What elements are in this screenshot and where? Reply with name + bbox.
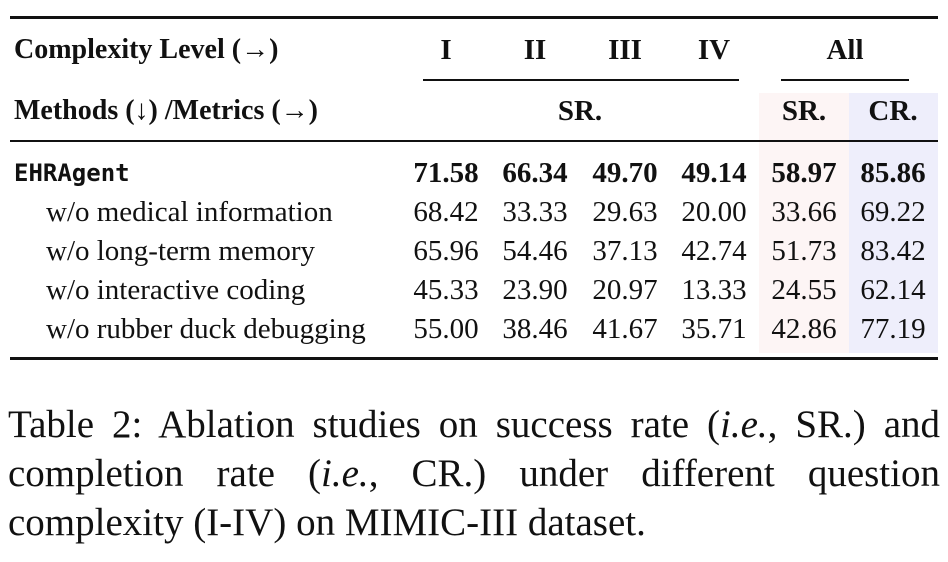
levels-metric-header: SR. bbox=[557, 95, 603, 127]
table-cell: 24.55 bbox=[771, 274, 837, 306]
table-cell: 65.96 bbox=[413, 235, 479, 267]
all-sr-header: SR. bbox=[781, 95, 827, 127]
table-cell: 58.97 bbox=[771, 157, 837, 189]
table-cell: 85.86 bbox=[860, 157, 926, 189]
table-cell: 42.86 bbox=[771, 313, 837, 345]
table-cell: 51.73 bbox=[771, 235, 837, 267]
all-cr-header: CR. bbox=[868, 95, 918, 127]
levels-underline bbox=[423, 79, 739, 81]
table-cell: 29.63 bbox=[592, 196, 658, 228]
table-cell: 38.46 bbox=[502, 313, 568, 345]
table-cell: 13.33 bbox=[681, 274, 747, 306]
all-underline bbox=[781, 79, 909, 81]
header-rule bbox=[10, 140, 938, 142]
table-cell: 77.19 bbox=[860, 313, 926, 345]
table-cell: 33.33 bbox=[502, 196, 568, 228]
method-name-main: EHRAgent bbox=[14, 159, 130, 187]
level-ii-header: II bbox=[523, 34, 547, 66]
table-cell: 66.34 bbox=[502, 157, 568, 189]
table-cell: 49.14 bbox=[681, 157, 747, 189]
level-i-header: I bbox=[440, 34, 452, 66]
sr-column-highlight bbox=[759, 93, 849, 353]
table-cell: 20.00 bbox=[681, 196, 747, 228]
method-name-ablation: w/o medical information bbox=[46, 196, 333, 228]
cr-column-highlight bbox=[849, 93, 938, 353]
methods-metrics-label: Methods (↓) /Metrics (→) bbox=[14, 95, 319, 126]
table-cell: 23.90 bbox=[502, 274, 568, 306]
table-cell: 71.58 bbox=[413, 157, 479, 189]
method-name-ablation: w/o long-term memory bbox=[46, 235, 316, 267]
complexity-level-label: Complexity Level (→) bbox=[14, 34, 279, 65]
caption-mid: , SR.) and completion rate ( bbox=[8, 403, 941, 495]
method-name-ablation: w/o interactive coding bbox=[46, 274, 306, 306]
table-cell: 49.70 bbox=[592, 157, 658, 189]
level-iii-header: III bbox=[608, 34, 642, 66]
table-cell: 35.71 bbox=[681, 313, 747, 345]
table-cell: 37.13 bbox=[592, 235, 658, 267]
table-cell: 54.46 bbox=[502, 235, 568, 267]
caption-suffix: , CR.) under different question complexi… bbox=[8, 452, 940, 544]
table-cell: 55.00 bbox=[413, 313, 479, 345]
table-cell: 62.14 bbox=[860, 274, 926, 306]
top-rule bbox=[10, 16, 938, 19]
table-cell: 33.66 bbox=[771, 196, 837, 228]
caption-ie-2: i.e. bbox=[321, 452, 369, 495]
table-cell: 45.33 bbox=[413, 274, 479, 306]
all-header: All bbox=[826, 34, 864, 66]
table-cell: 42.74 bbox=[681, 235, 747, 267]
level-iv-header: IV bbox=[697, 34, 731, 66]
method-name-ablation: w/o rubber duck debugging bbox=[46, 313, 366, 345]
caption-ie-1: i.e. bbox=[719, 403, 768, 446]
table-cell: 68.42 bbox=[413, 196, 479, 228]
bottom-rule bbox=[10, 357, 938, 360]
table-cell: 41.67 bbox=[592, 313, 658, 345]
table-cell: 83.42 bbox=[860, 235, 926, 267]
table-cell: 20.97 bbox=[592, 274, 658, 306]
table-cell: 69.22 bbox=[860, 196, 926, 228]
caption-prefix: Table 2: Ablation studies on success rat… bbox=[8, 403, 720, 446]
table-caption: Table 2: Ablation studies on success rat… bbox=[8, 400, 940, 547]
